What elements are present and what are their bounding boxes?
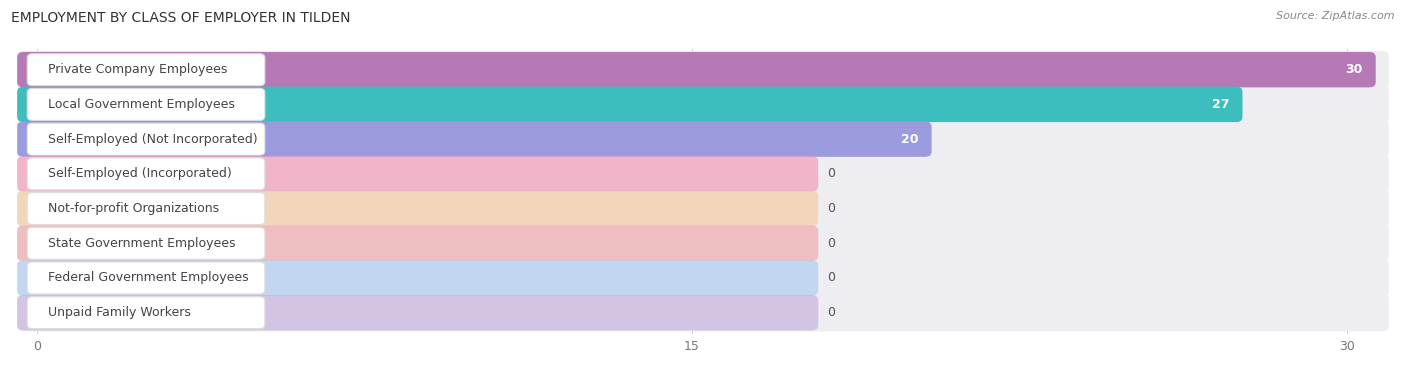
FancyBboxPatch shape	[17, 156, 818, 191]
FancyBboxPatch shape	[17, 226, 818, 261]
FancyBboxPatch shape	[17, 52, 1375, 87]
FancyBboxPatch shape	[27, 54, 264, 86]
FancyBboxPatch shape	[17, 294, 1389, 332]
FancyBboxPatch shape	[17, 87, 1243, 122]
FancyBboxPatch shape	[17, 191, 818, 226]
Text: 30: 30	[1346, 63, 1362, 76]
Text: State Government Employees: State Government Employees	[48, 237, 235, 250]
Text: 20: 20	[901, 133, 918, 146]
FancyBboxPatch shape	[17, 259, 1389, 297]
Text: Self-Employed (Not Incorporated): Self-Employed (Not Incorporated)	[48, 133, 257, 146]
FancyBboxPatch shape	[27, 123, 264, 155]
FancyBboxPatch shape	[17, 120, 1389, 158]
Text: 27: 27	[1212, 98, 1229, 111]
Text: 0: 0	[827, 202, 835, 215]
FancyBboxPatch shape	[17, 295, 818, 331]
Text: Self-Employed (Incorporated): Self-Employed (Incorporated)	[48, 167, 232, 180]
FancyBboxPatch shape	[17, 121, 932, 157]
Text: Source: ZipAtlas.com: Source: ZipAtlas.com	[1277, 11, 1395, 21]
Text: 0: 0	[827, 167, 835, 180]
FancyBboxPatch shape	[17, 51, 1389, 88]
FancyBboxPatch shape	[17, 155, 1389, 193]
FancyBboxPatch shape	[27, 158, 264, 190]
FancyBboxPatch shape	[27, 88, 264, 120]
Text: Local Government Employees: Local Government Employees	[48, 98, 235, 111]
Text: Federal Government Employees: Federal Government Employees	[48, 271, 249, 285]
Text: 0: 0	[827, 237, 835, 250]
FancyBboxPatch shape	[27, 193, 264, 224]
Text: EMPLOYMENT BY CLASS OF EMPLOYER IN TILDEN: EMPLOYMENT BY CLASS OF EMPLOYER IN TILDE…	[11, 11, 350, 25]
Text: Private Company Employees: Private Company Employees	[48, 63, 228, 76]
Text: Not-for-profit Organizations: Not-for-profit Organizations	[48, 202, 219, 215]
Text: 0: 0	[827, 306, 835, 319]
FancyBboxPatch shape	[17, 190, 1389, 227]
FancyBboxPatch shape	[17, 86, 1389, 123]
FancyBboxPatch shape	[27, 297, 264, 329]
Text: 0: 0	[827, 271, 835, 285]
FancyBboxPatch shape	[17, 224, 1389, 262]
FancyBboxPatch shape	[27, 227, 264, 259]
FancyBboxPatch shape	[17, 260, 818, 296]
FancyBboxPatch shape	[27, 262, 264, 294]
Text: Unpaid Family Workers: Unpaid Family Workers	[48, 306, 191, 319]
